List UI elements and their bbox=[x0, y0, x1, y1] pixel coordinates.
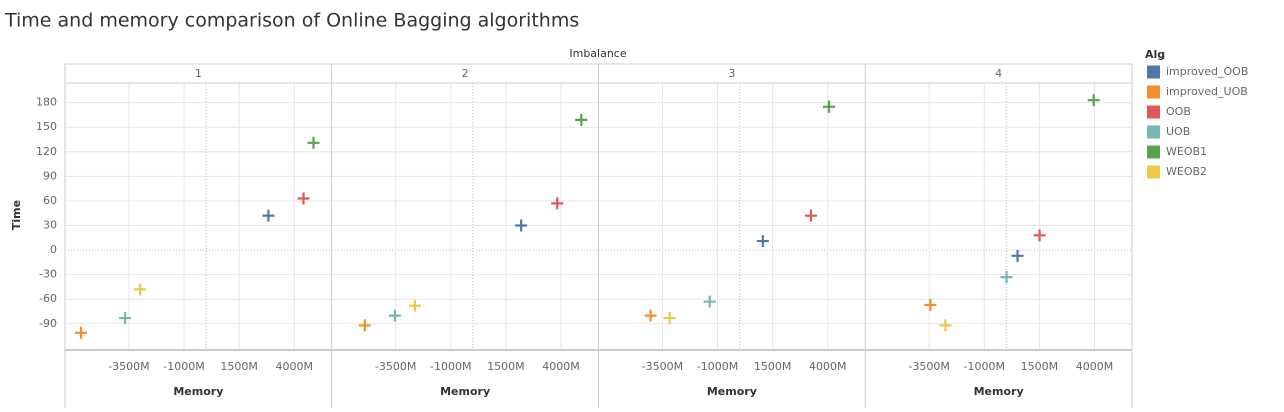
point bbox=[939, 319, 952, 332]
x-axis-title: Memory bbox=[173, 385, 223, 398]
point bbox=[297, 192, 310, 205]
y-tick-label: 150 bbox=[36, 120, 57, 133]
point bbox=[575, 113, 588, 126]
legend-swatch bbox=[1147, 165, 1160, 179]
legend-swatch bbox=[1147, 85, 1160, 99]
point bbox=[756, 235, 769, 248]
legend-label: WEOB2 bbox=[1166, 165, 1207, 178]
x-tick-label: 4000M bbox=[1076, 360, 1114, 373]
x-axis-title: Memory bbox=[974, 385, 1024, 398]
x-tick-label: -1000M bbox=[163, 360, 204, 373]
facet-label: 1 bbox=[195, 67, 202, 80]
point bbox=[262, 209, 275, 222]
point bbox=[134, 283, 147, 296]
y-tick-label: 120 bbox=[36, 145, 57, 158]
x-tick-label: -3500M bbox=[108, 360, 149, 373]
facet-label: 2 bbox=[462, 67, 469, 80]
legend-label: improved_UOB bbox=[1166, 85, 1248, 98]
x-axis-title: Memory bbox=[440, 385, 490, 398]
legend-label: OOB bbox=[1166, 105, 1191, 118]
point bbox=[408, 299, 421, 312]
x-tick-label: 1500M bbox=[754, 360, 792, 373]
y-tick-label: 60 bbox=[43, 194, 57, 207]
point bbox=[644, 309, 657, 322]
y-tick-label: 0 bbox=[50, 243, 57, 256]
x-tick-label: 1500M bbox=[220, 360, 258, 373]
y-tick-label: -30 bbox=[39, 268, 57, 281]
legend-label: UOB bbox=[1166, 125, 1190, 138]
point bbox=[1000, 271, 1013, 284]
legend-label: improved_OOB bbox=[1166, 65, 1248, 78]
facet-label: 4 bbox=[995, 67, 1002, 80]
point bbox=[804, 209, 817, 222]
x-tick-label: -3500M bbox=[375, 360, 416, 373]
legend-swatch bbox=[1147, 105, 1160, 119]
x-tick-label: -1000M bbox=[964, 360, 1005, 373]
y-tick-label: -60 bbox=[39, 292, 57, 305]
point bbox=[515, 219, 528, 232]
y-tick-label: -90 bbox=[39, 317, 57, 330]
point bbox=[1087, 94, 1100, 107]
point bbox=[663, 312, 676, 325]
point bbox=[703, 295, 716, 308]
facet-title: Imbalance bbox=[569, 47, 626, 60]
point bbox=[119, 312, 132, 325]
x-tick-label: 4000M bbox=[542, 360, 580, 373]
x-tick-label: -1000M bbox=[430, 360, 471, 373]
point bbox=[822, 100, 835, 113]
x-tick-label: -3500M bbox=[642, 360, 683, 373]
x-tick-label: -1000M bbox=[697, 360, 738, 373]
x-tick-label: -3500M bbox=[908, 360, 949, 373]
x-tick-label: 4000M bbox=[276, 360, 314, 373]
legend-swatch bbox=[1147, 65, 1160, 79]
y-tick-label: 180 bbox=[36, 96, 57, 109]
chart-title: Time and memory comparison of Online Bag… bbox=[4, 10, 579, 32]
point bbox=[307, 136, 320, 149]
point bbox=[1033, 229, 1046, 242]
point bbox=[551, 197, 564, 210]
legend-swatch bbox=[1147, 125, 1160, 139]
y-axis-title: Time bbox=[10, 200, 23, 230]
legend-title: Alg bbox=[1145, 48, 1165, 61]
point bbox=[358, 319, 371, 332]
y-tick-label: 30 bbox=[43, 219, 57, 232]
point bbox=[388, 309, 401, 322]
legend-label: WEOB1 bbox=[1166, 145, 1207, 158]
point bbox=[924, 298, 937, 311]
y-tick-label: 90 bbox=[43, 169, 57, 182]
legend-swatch bbox=[1147, 145, 1160, 159]
point bbox=[75, 326, 88, 339]
x-tick-label: 4000M bbox=[809, 360, 847, 373]
x-axis-title: Memory bbox=[707, 385, 757, 398]
point bbox=[1011, 249, 1024, 262]
facet-label: 3 bbox=[728, 67, 735, 80]
x-tick-label: 1500M bbox=[1021, 360, 1059, 373]
x-tick-label: 1500M bbox=[487, 360, 525, 373]
